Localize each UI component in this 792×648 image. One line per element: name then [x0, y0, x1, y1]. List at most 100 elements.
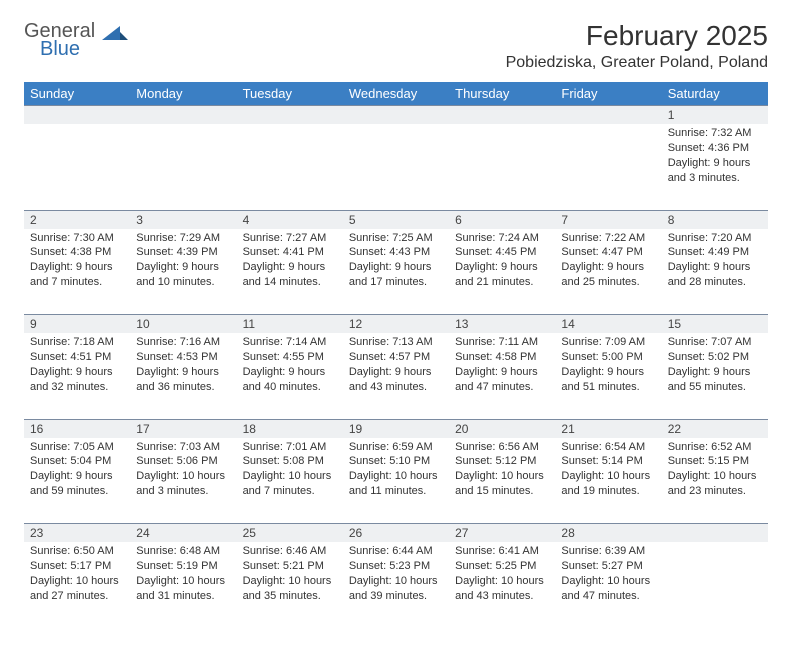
day-details: Sunrise: 6:46 AMSunset: 5:21 PMDaylight:… — [237, 542, 343, 609]
header: General Blue February 2025 Pobiedziska, … — [24, 20, 768, 72]
day-cell: Sunrise: 7:01 AMSunset: 5:08 PMDaylight:… — [237, 438, 343, 524]
day-number: 28 — [555, 524, 661, 542]
page-subtitle: Pobiedziska, Greater Poland, Poland — [506, 54, 768, 72]
day-cell-num — [343, 106, 449, 125]
sunset-text: Sunset: 4:55 PM — [243, 350, 337, 365]
day-cell-num: 18 — [237, 419, 343, 438]
sunset-text: Sunset: 4:51 PM — [30, 350, 124, 365]
day-details: Sunrise: 6:59 AMSunset: 5:10 PMDaylight:… — [343, 438, 449, 505]
daylight-text: Daylight: 10 hours and 3 minutes. — [136, 469, 230, 499]
daylight-text: Daylight: 9 hours and 25 minutes. — [561, 260, 655, 290]
day-number: 8 — [662, 211, 768, 229]
day-cell-num: 10 — [130, 315, 236, 334]
day-cell-num: 21 — [555, 419, 661, 438]
day-cell-num: 4 — [237, 210, 343, 229]
day-cell: Sunrise: 7:03 AMSunset: 5:06 PMDaylight:… — [130, 438, 236, 524]
day-cell-num — [662, 524, 768, 543]
day-cell-num: 12 — [343, 315, 449, 334]
day-cell: Sunrise: 6:41 AMSunset: 5:25 PMDaylight:… — [449, 542, 555, 628]
sunrise-text: Sunrise: 6:41 AM — [455, 544, 549, 559]
day-details: Sunrise: 7:05 AMSunset: 5:04 PMDaylight:… — [24, 438, 130, 505]
sunset-text: Sunset: 4:43 PM — [349, 245, 443, 260]
day-details — [24, 124, 130, 132]
col-tuesday: Tuesday — [237, 82, 343, 106]
week-body-row: Sunrise: 6:50 AMSunset: 5:17 PMDaylight:… — [24, 542, 768, 628]
week-body-row: Sunrise: 7:05 AMSunset: 5:04 PMDaylight:… — [24, 438, 768, 524]
week-daynum-row: 9101112131415 — [24, 315, 768, 334]
day-cell-num: 3 — [130, 210, 236, 229]
brand-triangle-icon — [102, 24, 128, 40]
sunrise-text: Sunrise: 6:39 AM — [561, 544, 655, 559]
day-number: 23 — [24, 524, 130, 542]
calendar-body: 1Sunrise: 7:32 AMSunset: 4:36 PMDaylight… — [24, 106, 768, 629]
daylight-text: Daylight: 9 hours and 3 minutes. — [668, 156, 762, 186]
week-daynum-row: 2345678 — [24, 210, 768, 229]
sunrise-text: Sunrise: 7:09 AM — [561, 335, 655, 350]
calendar-table: Sunday Monday Tuesday Wednesday Thursday… — [24, 82, 768, 628]
day-cell-num: 6 — [449, 210, 555, 229]
sunrise-text: Sunrise: 7:30 AM — [30, 231, 124, 246]
day-cell — [662, 542, 768, 628]
day-number — [662, 524, 768, 542]
day-details — [237, 124, 343, 132]
day-details: Sunrise: 7:13 AMSunset: 4:57 PMDaylight:… — [343, 333, 449, 400]
day-cell — [343, 124, 449, 210]
day-cell: Sunrise: 7:29 AMSunset: 4:39 PMDaylight:… — [130, 229, 236, 315]
day-number: 17 — [130, 420, 236, 438]
sunrise-text: Sunrise: 6:48 AM — [136, 544, 230, 559]
day-number: 3 — [130, 211, 236, 229]
day-cell: Sunrise: 7:05 AMSunset: 5:04 PMDaylight:… — [24, 438, 130, 524]
sunset-text: Sunset: 4:58 PM — [455, 350, 549, 365]
day-details — [662, 542, 768, 550]
day-cell-num: 23 — [24, 524, 130, 543]
week-daynum-row: 16171819202122 — [24, 419, 768, 438]
sunset-text: Sunset: 4:53 PM — [136, 350, 230, 365]
calendar-page: General Blue February 2025 Pobiedziska, … — [0, 0, 792, 648]
title-block: February 2025 Pobiedziska, Greater Polan… — [506, 20, 768, 72]
brand-logo: General Blue — [24, 20, 134, 60]
day-cell-num: 15 — [662, 315, 768, 334]
day-number: 27 — [449, 524, 555, 542]
sunrise-text: Sunrise: 7:24 AM — [455, 231, 549, 246]
sunset-text: Sunset: 5:15 PM — [668, 454, 762, 469]
day-number: 22 — [662, 420, 768, 438]
sunset-text: Sunset: 4:41 PM — [243, 245, 337, 260]
day-cell-num — [555, 106, 661, 125]
day-details: Sunrise: 7:14 AMSunset: 4:55 PMDaylight:… — [237, 333, 343, 400]
daylight-text: Daylight: 10 hours and 23 minutes. — [668, 469, 762, 499]
sunrise-text: Sunrise: 7:03 AM — [136, 440, 230, 455]
day-details: Sunrise: 6:48 AMSunset: 5:19 PMDaylight:… — [130, 542, 236, 609]
sunset-text: Sunset: 5:00 PM — [561, 350, 655, 365]
sunset-text: Sunset: 4:38 PM — [30, 245, 124, 260]
day-cell: Sunrise: 6:39 AMSunset: 5:27 PMDaylight:… — [555, 542, 661, 628]
week-body-row: Sunrise: 7:18 AMSunset: 4:51 PMDaylight:… — [24, 333, 768, 419]
sunrise-text: Sunrise: 7:32 AM — [668, 126, 762, 141]
day-number: 18 — [237, 420, 343, 438]
day-cell-num: 24 — [130, 524, 236, 543]
day-details: Sunrise: 7:11 AMSunset: 4:58 PMDaylight:… — [449, 333, 555, 400]
day-number — [343, 106, 449, 124]
day-details: Sunrise: 6:41 AMSunset: 5:25 PMDaylight:… — [449, 542, 555, 609]
sunrise-text: Sunrise: 7:25 AM — [349, 231, 443, 246]
sunrise-text: Sunrise: 6:59 AM — [349, 440, 443, 455]
day-number: 20 — [449, 420, 555, 438]
day-cell-num: 26 — [343, 524, 449, 543]
sunset-text: Sunset: 5:12 PM — [455, 454, 549, 469]
day-cell — [449, 124, 555, 210]
day-details: Sunrise: 7:18 AMSunset: 4:51 PMDaylight:… — [24, 333, 130, 400]
day-cell: Sunrise: 6:52 AMSunset: 5:15 PMDaylight:… — [662, 438, 768, 524]
daylight-text: Daylight: 9 hours and 55 minutes. — [668, 365, 762, 395]
day-number: 24 — [130, 524, 236, 542]
day-details: Sunrise: 7:32 AMSunset: 4:36 PMDaylight:… — [662, 124, 768, 191]
day-cell-num — [449, 106, 555, 125]
daylight-text: Daylight: 10 hours and 15 minutes. — [455, 469, 549, 499]
day-details — [555, 124, 661, 132]
day-number: 5 — [343, 211, 449, 229]
col-wednesday: Wednesday — [343, 82, 449, 106]
day-cell-num: 28 — [555, 524, 661, 543]
sunset-text: Sunset: 4:49 PM — [668, 245, 762, 260]
daylight-text: Daylight: 9 hours and 51 minutes. — [561, 365, 655, 395]
day-cell-num: 11 — [237, 315, 343, 334]
sunrise-text: Sunrise: 7:14 AM — [243, 335, 337, 350]
sunrise-text: Sunrise: 7:13 AM — [349, 335, 443, 350]
